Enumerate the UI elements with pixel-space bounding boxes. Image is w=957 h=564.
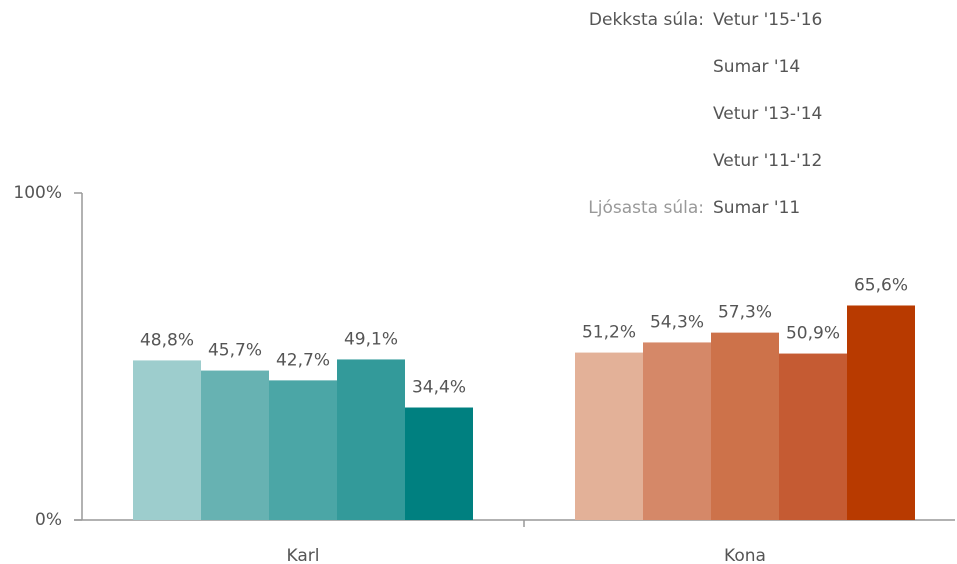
legend-entry: Sumar '11 — [713, 198, 800, 218]
bar — [575, 352, 643, 520]
bar — [337, 359, 405, 520]
y-tick-label: 100% — [13, 183, 62, 203]
x-tick-label: Kona — [724, 546, 766, 564]
y-tick-label: 0% — [35, 510, 62, 530]
value-label: 49,1% — [344, 329, 398, 349]
legend-entry: Vetur '15-'16 — [713, 10, 822, 30]
bar — [847, 305, 915, 520]
value-label: 51,2% — [582, 323, 636, 343]
legend-entry: Vetur '13-'14 — [713, 104, 822, 124]
bar — [269, 380, 337, 520]
bar — [779, 353, 847, 520]
bar — [711, 332, 779, 520]
bar — [405, 407, 473, 520]
value-label: 42,7% — [276, 350, 330, 370]
legend-entry: Vetur '11-'12 — [713, 151, 822, 171]
legend-lightest-label: Ljósasta súla: — [588, 198, 704, 218]
bar — [201, 370, 269, 520]
value-label: 57,3% — [718, 303, 772, 323]
bar — [133, 360, 201, 520]
value-label: 54,3% — [650, 312, 704, 332]
value-label: 65,6% — [854, 275, 908, 295]
value-label: 48,8% — [140, 330, 194, 350]
value-label: 45,7% — [208, 341, 262, 361]
x-tick-label: Karl — [287, 546, 320, 564]
value-label: 34,4% — [412, 378, 466, 398]
legend-darkest-label: Dekksta súla: — [589, 10, 704, 30]
legend-entry: Sumar '14 — [713, 57, 800, 77]
value-label: 50,9% — [786, 324, 840, 344]
bar — [643, 342, 711, 520]
